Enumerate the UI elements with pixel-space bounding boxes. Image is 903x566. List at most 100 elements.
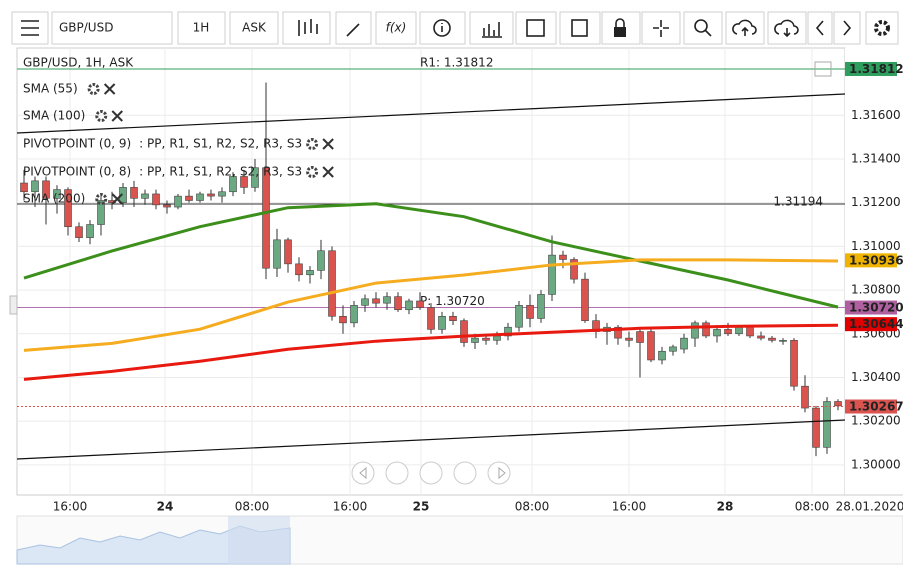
- remove-icon[interactable]: [111, 110, 123, 122]
- function-label: f(x): [386, 21, 407, 35]
- settings-icon[interactable]: [95, 110, 108, 122]
- chart-title: GBP/USD, 1H, ASK: [23, 56, 134, 70]
- settings-icon[interactable]: [306, 166, 319, 178]
- candle-body: [614, 326, 622, 339]
- candle-body: [625, 337, 633, 341]
- calendar-icon: [526, 19, 545, 37]
- zoom-in[interactable]: [453, 461, 477, 485]
- expand-button[interactable]: [814, 61, 832, 77]
- moving-average-line: [23, 202, 839, 309]
- function-button[interactable]: [375, 11, 417, 45]
- candle-body: [416, 300, 424, 308]
- side: ASK: [242, 21, 267, 35]
- candle-body: [471, 337, 479, 343]
- remove-icon[interactable]: [322, 166, 334, 178]
- indicator-part: R2,: [216, 165, 236, 179]
- candle-body: [75, 226, 83, 238]
- lock-shackle: [615, 18, 625, 27]
- candle-body: [669, 346, 677, 352]
- legend-entry: SMA (100): [23, 109, 85, 123]
- candle-body: [317, 250, 325, 271]
- chart-type-button[interactable]: [282, 11, 331, 45]
- price-tag: [845, 317, 897, 332]
- indicator-part: S3: [287, 165, 302, 179]
- price-tag-label: 1.30720: [849, 301, 903, 315]
- navigator-window[interactable]: [228, 516, 290, 564]
- next-icon: [843, 20, 852, 36]
- candle-body: [746, 326, 754, 337]
- side-handle[interactable]: [9, 295, 18, 315]
- zoom-out[interactable]: [385, 461, 409, 485]
- crosshair-icon: [653, 20, 669, 37]
- next-button[interactable]: [833, 11, 861, 45]
- settings-button[interactable]: [865, 11, 899, 45]
- symbol: GBP/USD: [59, 21, 113, 35]
- candle-body: [97, 200, 105, 225]
- lock-icon: [614, 27, 626, 37]
- menu-icon: [21, 20, 39, 36]
- level-label: R1: 1.31812: [420, 55, 493, 69]
- indicators-icon: [482, 22, 502, 38]
- candle-body: [790, 340, 798, 387]
- level-label: P: 1.30720: [420, 294, 485, 308]
- candle-body: [229, 176, 237, 193]
- price-tag-label: 1.30936: [849, 253, 903, 267]
- x-tick-label: 08:00: [515, 500, 550, 514]
- candle-body: [834, 401, 842, 407]
- candle-body: [812, 407, 820, 448]
- remove-icon[interactable]: [103, 83, 116, 95]
- candle-body: [185, 195, 193, 201]
- pen-icon: [346, 23, 360, 37]
- calendar-button[interactable]: [515, 11, 557, 45]
- crosshair-button[interactable]: [641, 11, 681, 45]
- report-icon: [571, 19, 588, 37]
- settings-icon[interactable]: [87, 83, 100, 95]
- indicator-name: PIVOTPOINT (0, 9): [23, 137, 131, 151]
- price-tag-label: 1.30267: [849, 400, 903, 414]
- symbol-button[interactable]: [51, 11, 173, 45]
- remove-icon[interactable]: [322, 138, 334, 150]
- candle-body: [339, 315, 347, 324]
- candle-body: [86, 224, 94, 238]
- candle-body: [152, 193, 160, 206]
- candle-body: [559, 254, 567, 260]
- candle-body: [713, 329, 721, 337]
- level-label: 1.31194: [773, 194, 823, 208]
- zoom-icon: [694, 19, 708, 33]
- candle-body: [328, 250, 336, 317]
- prev-button[interactable]: [807, 11, 833, 45]
- info-icon: [433, 19, 451, 37]
- x-tick-label: 16:00: [612, 500, 647, 514]
- settings-icon[interactable]: [306, 138, 319, 150]
- indicator-part: R3,: [263, 165, 283, 179]
- x-tick-label: 28.01.2020: [836, 500, 903, 514]
- timeframe-button[interactable]: [177, 11, 226, 45]
- candle-body: [537, 294, 545, 319]
- side-button[interactable]: [229, 11, 279, 45]
- toolbar: GBP/USD 1H ASK f(x): [11, 11, 899, 45]
- candle-body: [449, 315, 457, 321]
- upload-icon: [732, 19, 757, 36]
- candle-body: [570, 259, 578, 280]
- reset[interactable]: [419, 461, 443, 485]
- indicators-button[interactable]: [469, 11, 514, 45]
- report-button[interactable]: [559, 11, 601, 45]
- candle-body: [768, 337, 776, 341]
- candle-body: [130, 187, 138, 199]
- indicator-part: S3: [287, 137, 302, 151]
- candle-body: [702, 322, 710, 337]
- scroll-left[interactable]: [351, 461, 375, 485]
- settings-icon[interactable]: [95, 193, 108, 205]
- price-tag: [845, 61, 897, 76]
- candle-body: [196, 193, 204, 201]
- moving-average-line: [23, 258, 839, 352]
- candle-body: [460, 320, 468, 343]
- price-tag: [845, 399, 897, 414]
- candle-body: [581, 278, 589, 321]
- indicator-part: R1,: [169, 165, 189, 179]
- zoom-button[interactable]: [683, 11, 723, 45]
- remove-icon[interactable]: [111, 193, 123, 205]
- candle-body: [548, 254, 556, 295]
- draw-button[interactable]: [335, 11, 372, 45]
